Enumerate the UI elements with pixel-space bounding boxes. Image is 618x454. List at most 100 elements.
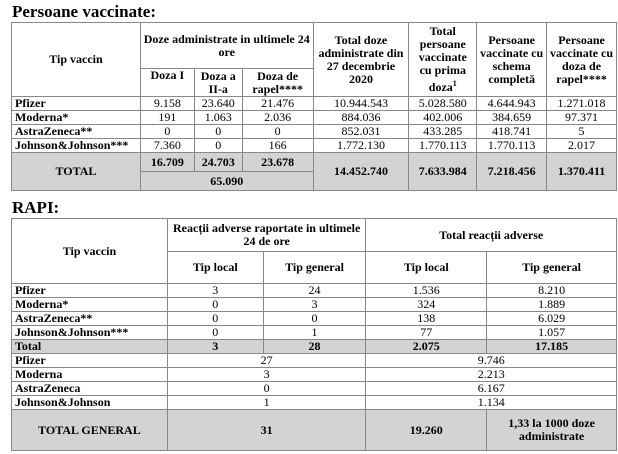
vaccine-name: AstraZeneca: [11, 381, 168, 396]
total-booster: 23.678: [241, 152, 314, 172]
table-cell: 3: [166, 283, 264, 298]
table-cell: 166: [241, 138, 314, 153]
header-dose2: Doza a II-a: [193, 68, 243, 97]
table-cell: 0: [139, 124, 195, 139]
total-booster-people: 1.370.411: [546, 152, 617, 191]
table-cell: 6.029: [486, 311, 617, 326]
vaccine-name: Moderna: [11, 367, 168, 382]
table-cell: 10.944.543: [312, 96, 410, 111]
sum-last24: 27: [166, 353, 367, 368]
total-dose2: 24.703: [193, 152, 243, 172]
sum-last24: 3: [166, 367, 367, 382]
table-row: Johnson&Johnson*** 0 1 77 1.057: [11, 325, 617, 340]
table-cell: 884.036: [312, 110, 410, 125]
vaccine-name: Pfizer: [11, 96, 141, 111]
table-cell: 7.360: [139, 138, 195, 153]
vaccine-name: Johnson&Johnson***: [11, 325, 168, 340]
sum-total: 1.134: [365, 395, 617, 410]
table-cell: 1.536: [365, 283, 488, 298]
table-cell: 1.271.018: [546, 96, 617, 111]
table-cell: 1.057: [486, 325, 617, 340]
total-cell: 28: [262, 339, 367, 354]
header-booster-people: Persoane vaccinate cu doza de rapel****: [546, 22, 617, 97]
grand-rate: 1,33 la 1000 doze administrate: [486, 409, 617, 451]
total-label: TOTAL: [11, 152, 141, 191]
table-cell: 0: [262, 311, 367, 326]
footnote-mark: 1: [452, 79, 457, 88]
sum-last24: 1: [166, 395, 367, 410]
table-row: AstraZeneca** 0 0 138 6.029: [11, 311, 617, 326]
sum-total: 2.213: [365, 367, 617, 382]
table-cell: 21.476: [241, 96, 314, 111]
rapi-table: Tip vaccin Reacții adverse raportate in u…: [11, 218, 617, 451]
total-label: Total: [11, 339, 168, 354]
table-row: Pfizer 3 24 1.536 8.210: [11, 283, 617, 298]
table-cell: 0: [166, 297, 264, 312]
table-cell: 0: [193, 124, 243, 139]
total-dose1: 16.709: [139, 152, 195, 172]
table-cell: 5.028.580: [408, 96, 478, 111]
table-cell: 191: [139, 110, 195, 125]
sum-row: Moderna 3 2.213: [11, 367, 617, 382]
table-cell: 9.158: [139, 96, 195, 111]
table-row: Johnson&Johnson*** 7.360 0 166 1.772.130 1.77…: [11, 138, 617, 153]
grand-last24: 31: [166, 409, 367, 451]
table-row: Pfizer 9.158 23.640 21.476 10.944.543 5.028.5…: [11, 96, 617, 111]
total-last24-sum: 65.090: [139, 171, 314, 191]
table-cell: 852.031: [312, 124, 410, 139]
header-type: Tip vaccin: [11, 22, 141, 97]
table-cell: 4.644.943: [476, 96, 548, 111]
table-cell: 2.017: [546, 138, 617, 153]
rapi-header-local: Tip local: [166, 251, 264, 284]
rapi-header-total-general: Tip general: [486, 251, 617, 284]
header-first-dose: Total persoane vaccinate cu prima doza1: [408, 22, 478, 97]
header-dose1: Doza I: [139, 68, 195, 97]
table-cell: 384.659: [476, 110, 548, 125]
table-cell: 418.741: [476, 124, 548, 139]
total-row: Total 3 28 2.075 17.185: [11, 339, 617, 354]
vaccinated-table: Tip vaccin Doze administrate in ultimele …: [11, 22, 617, 191]
rapi-header-total: Total reacții adverse: [365, 218, 617, 252]
vaccine-name: Moderna*: [11, 110, 141, 125]
header-complete: Persoane vaccinate cu schema completă: [476, 22, 548, 97]
total-cell: 2.075: [365, 339, 488, 354]
rapi-header-general: Tip general: [262, 251, 367, 284]
rapi-title: RAPI:: [12, 198, 60, 217]
table-cell: 0: [166, 311, 264, 326]
rapi-header-total-local: Tip local: [365, 251, 488, 284]
table-cell: 8.210: [486, 283, 617, 298]
table-cell: 138: [365, 311, 488, 326]
total-cell: 3: [166, 339, 264, 354]
vaccinated-title: Persoane vaccinate:: [12, 2, 156, 21]
vaccine-name: AstraZeneca**: [11, 124, 141, 139]
table-cell: 1: [262, 325, 367, 340]
header-first-dose-text: Total persoane vaccinate cu prima doza: [418, 24, 467, 94]
sum-row: AstraZeneca 0 6.167: [11, 381, 617, 396]
total-first-dose: 7.633.984: [408, 152, 478, 191]
total-complete: 7.218.456: [476, 152, 548, 191]
vaccine-name: Johnson&Johnson***: [11, 138, 141, 153]
table-cell: 1.063: [193, 110, 243, 125]
table-cell: 324: [365, 297, 488, 312]
total-doses: 14.452.740: [312, 152, 410, 191]
grand-label: TOTAL GENERAL: [11, 409, 168, 451]
table-cell: 3: [262, 297, 367, 312]
table-cell: 0: [241, 124, 314, 139]
table-cell: 1.889: [486, 297, 617, 312]
table-row: Moderna* 191 1.063 2.036 884.036 402.006 384.6…: [11, 110, 617, 125]
table-cell: 433.285: [408, 124, 478, 139]
vaccine-name: AstraZeneca**: [11, 311, 168, 326]
sum-last24: 0: [166, 381, 367, 396]
header-booster: Doza de rapel****: [241, 68, 314, 97]
rapi-header-last24: Reacții adverse raportate in ultimele 24…: [166, 218, 367, 252]
table-row: AstraZeneca** 0 0 0 852.031 433.285 418.741 5: [11, 124, 617, 139]
vaccine-name: Johnson&Johnson: [11, 395, 168, 410]
sum-total: 9.746: [365, 353, 617, 368]
sum-row: Pfizer 27 9.746: [11, 353, 617, 368]
table-cell: 1.770.113: [408, 138, 478, 153]
sum-total: 6.167: [365, 381, 617, 396]
sum-row: Johnson&Johnson 1 1.134: [11, 395, 617, 410]
table-cell: 0: [166, 325, 264, 340]
table-cell: 97.371: [546, 110, 617, 125]
vaccine-name: Moderna*: [11, 297, 168, 312]
